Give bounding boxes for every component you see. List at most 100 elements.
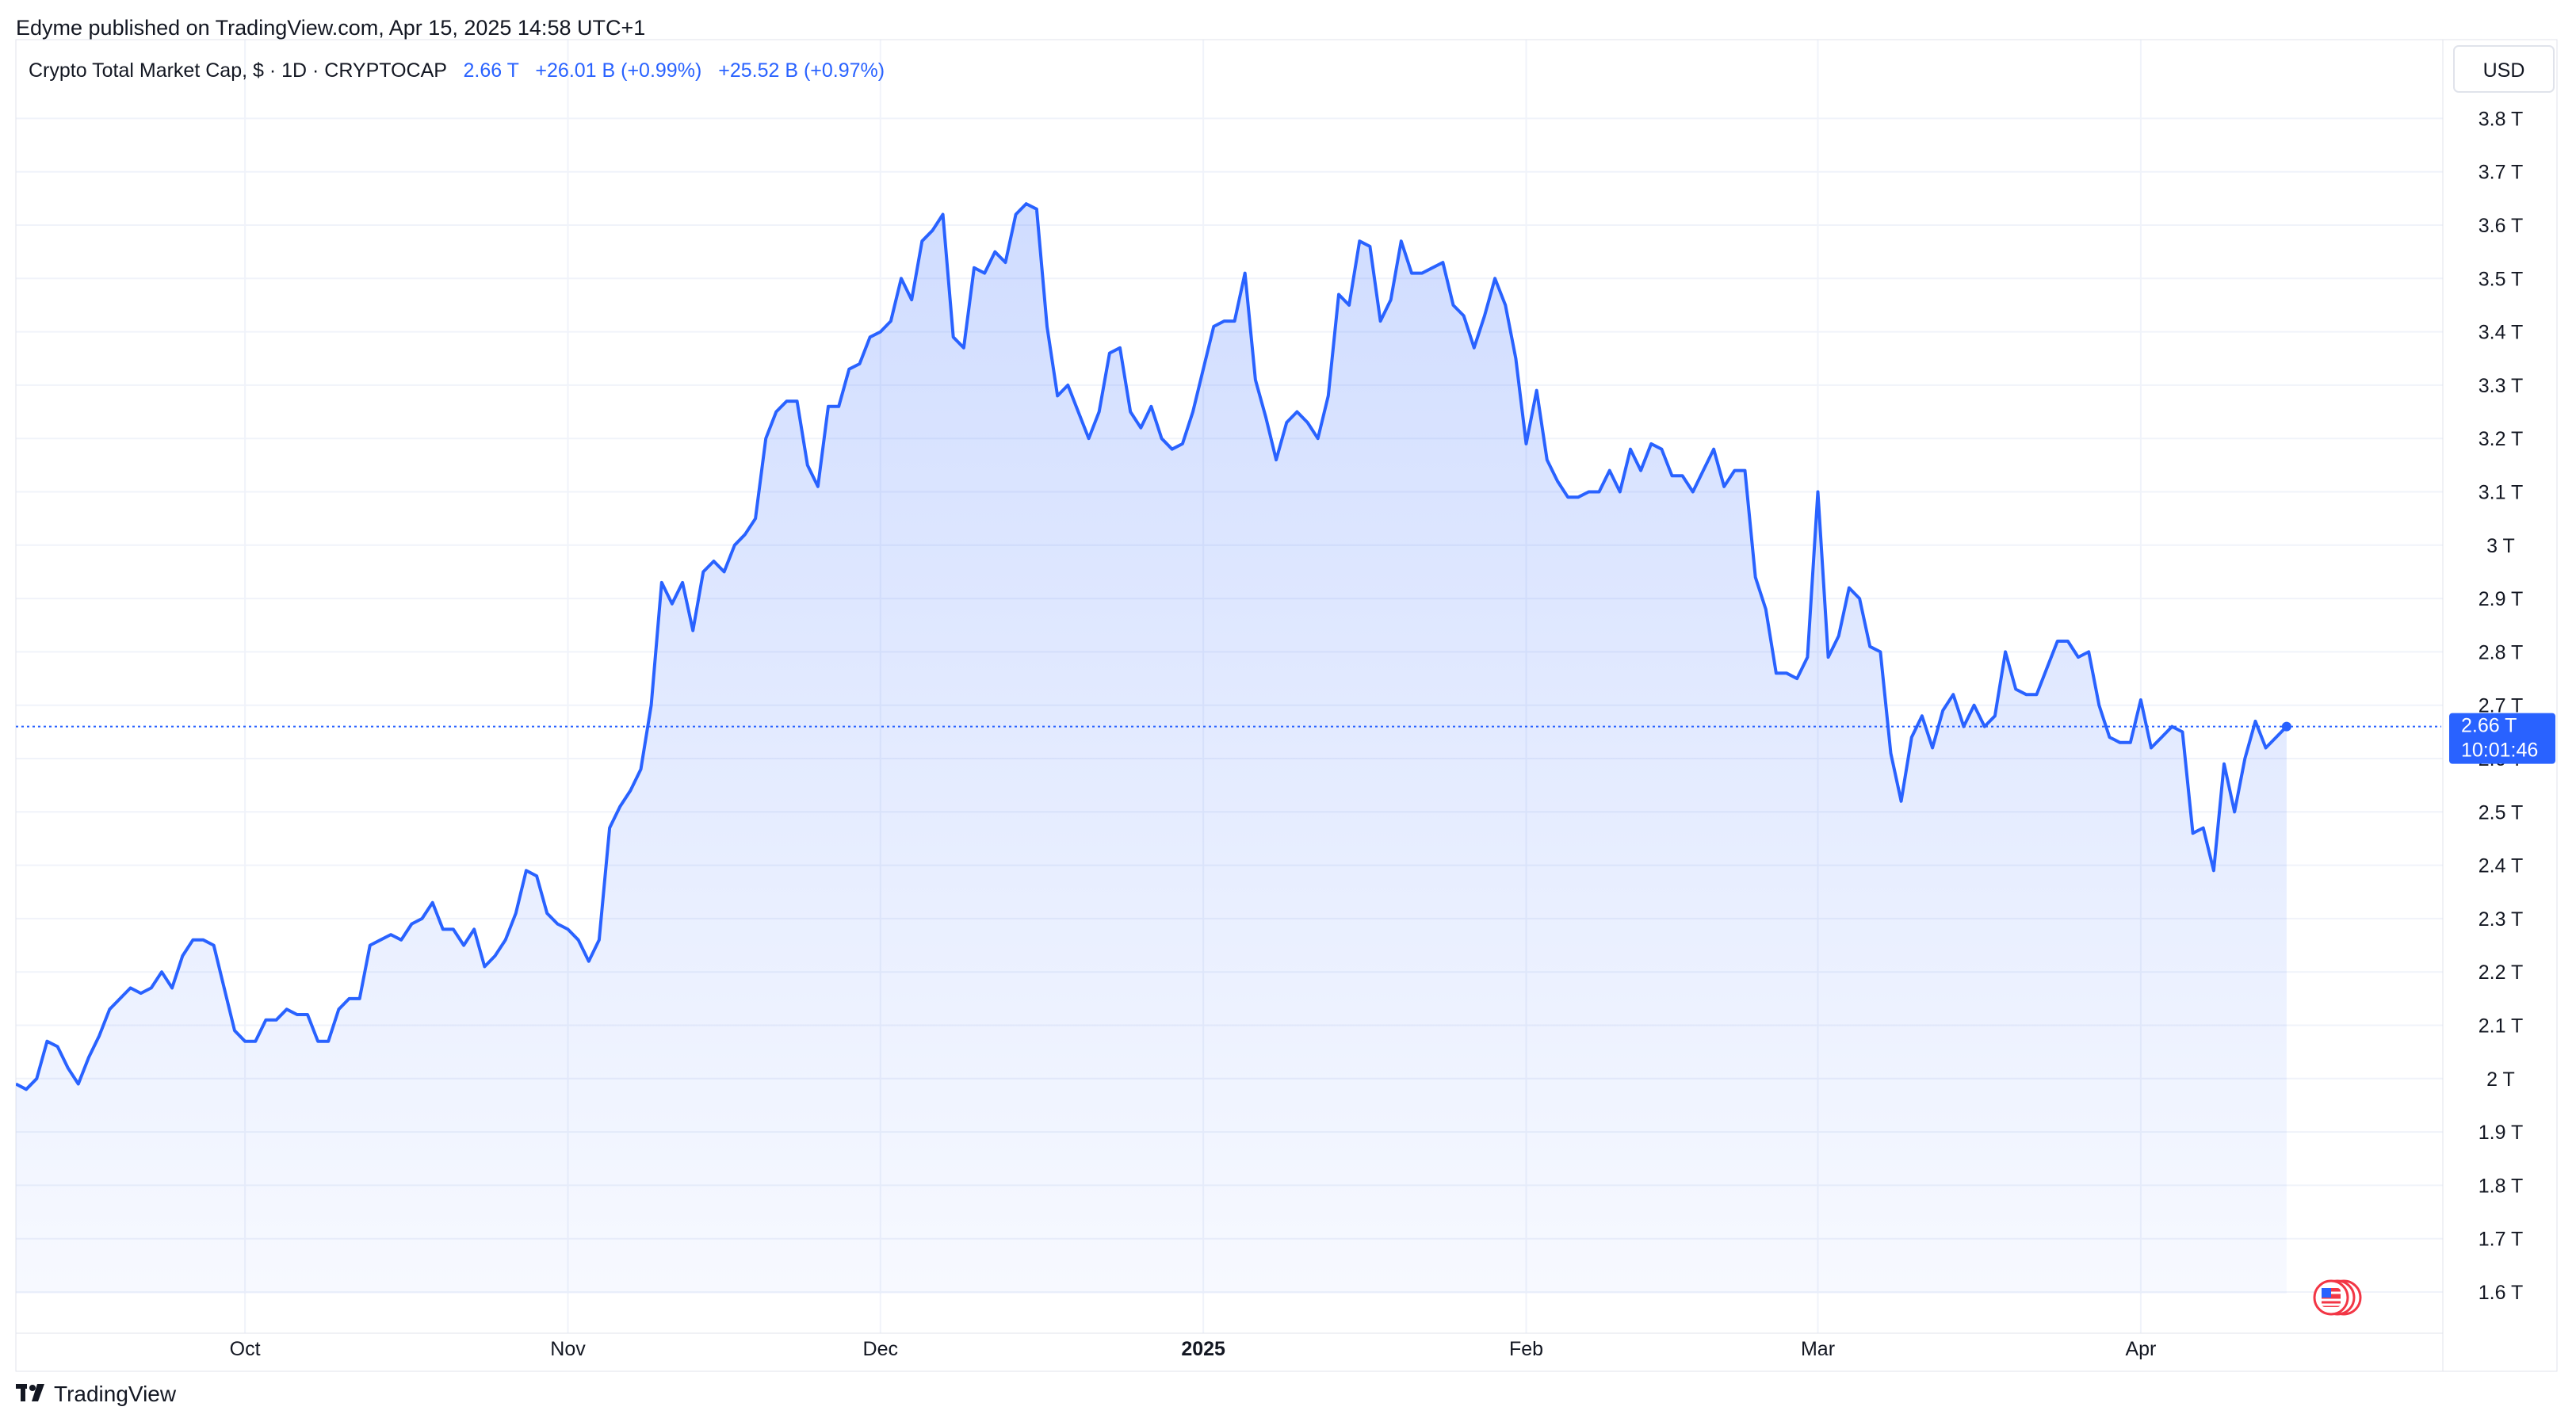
data-point <box>1940 707 1946 713</box>
y-tick-label: 1.9 T <box>2479 1122 2524 1144</box>
data-point <box>169 984 175 991</box>
data-point <box>1106 350 1113 357</box>
data-point <box>1680 472 1686 479</box>
data-point <box>23 1086 29 1092</box>
data-point <box>1096 409 1103 415</box>
data-point <box>888 318 894 324</box>
data-point <box>33 1076 40 1082</box>
data-point <box>596 937 602 943</box>
data-point <box>1461 312 1467 319</box>
currency-button[interactable]: USD <box>2453 45 2555 93</box>
data-point <box>1429 265 1435 271</box>
y-tick-label: 2.8 T <box>2479 641 2524 663</box>
data-point <box>1179 441 1186 447</box>
data-point <box>565 926 571 932</box>
data-point <box>627 787 633 793</box>
data-point <box>2054 638 2061 644</box>
price-axis[interactable]: 1.6 T 1.7 T 1.8 T 1.9 T 2 T 2.1 T 2.2 T 2.3 T 2.… <box>2479 108 2524 1304</box>
data-point <box>325 1038 331 1045</box>
y-tick-label: 2.9 T <box>2479 588 2524 610</box>
data-point <box>1825 654 1832 660</box>
data-point <box>1512 355 1519 361</box>
legend-header: Crypto Total Market Cap, $ · 1D · CRYPTO… <box>29 59 885 82</box>
tradingview-logo[interactable]: TradingView <box>16 1382 177 1406</box>
data-point <box>1252 377 1259 383</box>
data-point <box>930 227 936 234</box>
data-point <box>1929 745 1936 751</box>
data-point <box>2127 740 2134 746</box>
data-point <box>2138 697 2144 703</box>
data-point <box>1502 302 1508 308</box>
data-point <box>1439 259 1446 266</box>
y-tick-label: 3.7 T <box>2479 162 2524 184</box>
data-point <box>189 937 196 943</box>
data-point <box>554 921 560 927</box>
data-point <box>1544 457 1550 463</box>
time-axis[interactable]: Oct Nov Dec 2025 Feb Mar Apr <box>230 1338 2157 1360</box>
data-point <box>1627 446 1634 453</box>
data-point <box>1523 441 1530 447</box>
y-tick-label: 3.3 T <box>2479 375 2524 397</box>
data-point <box>2044 665 2050 671</box>
x-tick-label: 2025 <box>1181 1338 1225 1360</box>
data-point <box>2148 745 2154 751</box>
data-point <box>357 996 363 1002</box>
data-point <box>159 969 165 975</box>
bar-countdown: 10:01:46 <box>2461 740 2538 762</box>
data-point <box>377 937 384 943</box>
x-tick-label: Dec <box>863 1338 898 1360</box>
currency-button-label[interactable]: USD <box>2483 59 2525 82</box>
data-point <box>65 1065 71 1071</box>
data-point <box>606 825 613 831</box>
data-point <box>86 1054 92 1061</box>
data-point <box>1221 318 1227 324</box>
data-point <box>1783 670 1790 676</box>
data-point <box>1169 446 1175 453</box>
y-tick-label: 3.4 T <box>2479 322 2524 344</box>
data-point <box>284 1006 290 1012</box>
data-point <box>2023 691 2029 698</box>
data-point <box>1492 275 1498 281</box>
data-point <box>1054 392 1061 399</box>
flag-canton <box>2322 1288 2331 1298</box>
data-point <box>388 931 394 938</box>
data-point <box>1034 206 1040 212</box>
y-tick-label: 2.3 T <box>2479 908 2524 931</box>
data-point <box>2273 734 2280 740</box>
data-point <box>940 212 946 218</box>
data-point <box>773 409 779 415</box>
data-point <box>1815 489 1821 495</box>
data-point <box>44 1038 50 1045</box>
data-point <box>1273 457 1279 463</box>
data-point <box>544 910 550 916</box>
data-point <box>1336 292 1342 298</box>
data-point <box>1992 713 1998 719</box>
symbol-description: Crypto Total Market Cap, $ · 1D · CRYPTO… <box>29 59 447 82</box>
data-point <box>1481 312 1488 319</box>
data-point <box>2012 686 2019 693</box>
currency-button-box[interactable] <box>2453 45 2555 93</box>
last-price-label-box <box>2449 713 2555 764</box>
data-point <box>1013 212 1019 218</box>
data-point <box>1210 323 1217 330</box>
data-point <box>1721 484 1727 490</box>
data-point <box>117 996 123 1002</box>
us-flag-icon[interactable] <box>2313 1279 2362 1316</box>
data-point <box>2231 808 2238 815</box>
y-tick-label: 1.8 T <box>2479 1175 2524 1197</box>
data-point <box>1086 435 1092 442</box>
last-price-label: 2.66 T 10:01:46 <box>2449 713 2555 764</box>
data-point <box>419 916 426 922</box>
data-point <box>1773 670 1779 676</box>
data-point <box>148 984 155 991</box>
series-line[interactable] <box>16 202 2288 1091</box>
data-point <box>700 568 706 575</box>
data-point <box>106 1006 113 1012</box>
data-point <box>2096 702 2102 709</box>
x-tick-label: Mar <box>1801 1338 1835 1360</box>
y-tick-label: 2.2 T <box>2479 961 2524 984</box>
data-point <box>835 403 842 410</box>
last-price-label-value: 2.66 T <box>2461 715 2517 737</box>
data-point <box>784 398 790 404</box>
